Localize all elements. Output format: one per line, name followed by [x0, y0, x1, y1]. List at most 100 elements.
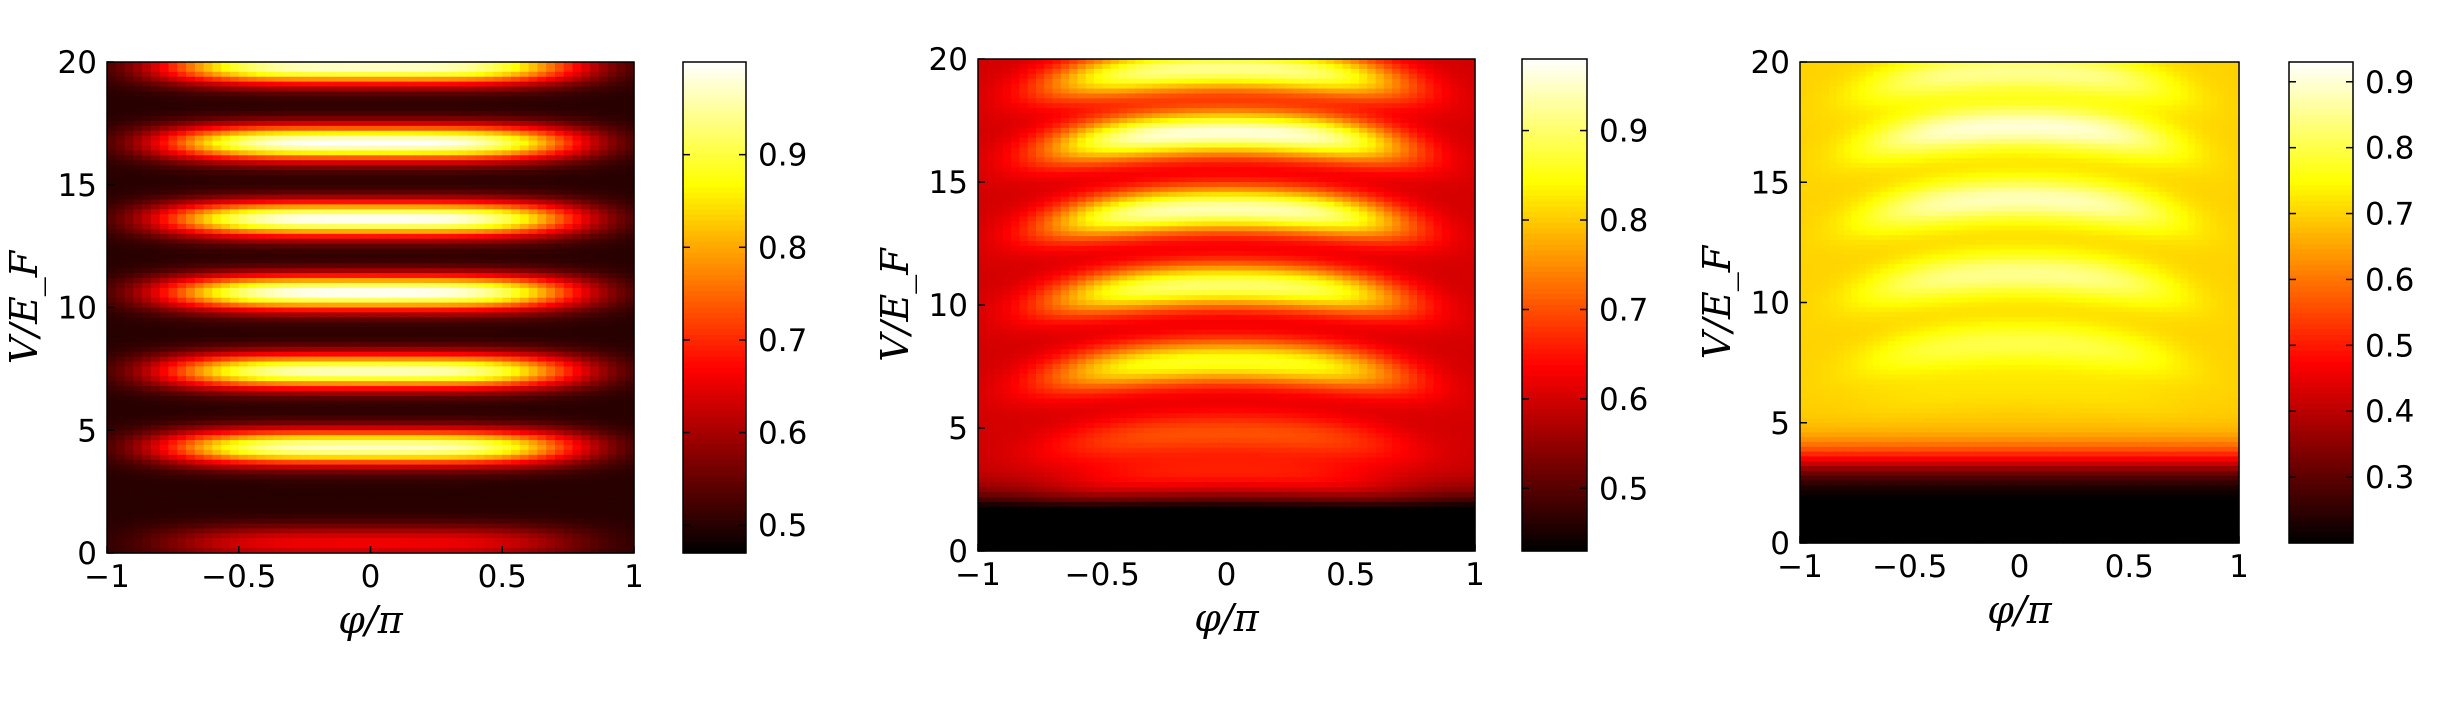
heatmap-cell [616, 400, 626, 407]
heatmap-cell [142, 81, 152, 88]
heatmap-cell [431, 96, 442, 102]
heatmap-cell [317, 454, 328, 461]
heatmap-cell [133, 130, 143, 137]
heatmap-cell [238, 366, 249, 372]
heatmap-cell [467, 376, 477, 382]
heatmap-cell [150, 390, 161, 397]
heatmap-cell [238, 194, 249, 201]
heatmap-cell [388, 395, 398, 402]
heatmap-cell [440, 440, 451, 446]
heatmap-cell [414, 449, 424, 456]
heatmap-cell [449, 435, 459, 441]
heatmap-cell [221, 125, 231, 132]
heatmap-cell [344, 366, 354, 372]
heatmap-cell [502, 322, 512, 328]
heatmap-cell [414, 130, 424, 137]
heatmap-cell [581, 400, 591, 407]
heatmap-cell [519, 96, 530, 102]
heatmap-cell [335, 228, 345, 235]
heatmap-cell [150, 233, 161, 240]
heatmap-cell [282, 322, 293, 328]
heatmap-cell [554, 346, 565, 353]
heatmap-cell [563, 415, 574, 422]
heatmap-cell [607, 62, 618, 68]
heatmap-cell [150, 449, 161, 456]
heatmap-cell [282, 390, 293, 397]
heatmap-cell [124, 150, 134, 156]
heatmap-cell [203, 415, 213, 422]
heatmap-cell [344, 273, 354, 279]
heatmap-cell [221, 420, 231, 426]
heatmap-cell [168, 346, 178, 353]
heatmap-cell [458, 165, 468, 171]
heatmap-cell [493, 120, 503, 127]
heatmap-cell [598, 125, 609, 132]
heatmap-cell [159, 381, 170, 387]
heatmap-cell [177, 371, 187, 377]
heatmap-cell [203, 282, 213, 289]
heatmap-cell [168, 199, 178, 205]
heatmap-cell [511, 420, 521, 426]
heatmap-cell [300, 194, 310, 201]
heatmap-cell [511, 106, 521, 112]
heatmap-cell [519, 165, 530, 171]
heatmap-cell [414, 160, 424, 166]
heatmap-cell [493, 233, 503, 240]
heatmap-cell [133, 459, 143, 466]
heatmap-cell [247, 179, 257, 186]
heatmap-cell [115, 273, 126, 279]
heatmap-cell [142, 307, 152, 314]
heatmap-cell [124, 469, 134, 476]
heatmap-cell [150, 459, 161, 466]
heatmap-cell [581, 317, 591, 323]
heatmap-cell [405, 111, 416, 117]
heatmap-cell [238, 400, 249, 407]
heatmap-cell [291, 366, 301, 372]
heatmap-cell [475, 238, 486, 245]
heatmap-cell [484, 351, 495, 358]
heatmap-cell [133, 243, 143, 250]
heatmap-cell [607, 263, 618, 269]
heatmap-cell [203, 312, 213, 318]
heatmap-cell [326, 341, 336, 348]
heatmap-cell [607, 464, 618, 471]
heatmap-cell [344, 268, 354, 274]
heatmap-cell [379, 120, 389, 127]
heatmap-cell [150, 130, 161, 137]
heatmap-cell [528, 219, 538, 225]
heatmap-cell [431, 341, 442, 348]
heatmap-cell [186, 278, 196, 284]
heatmap-cell [388, 361, 398, 368]
heatmap-cell [467, 415, 477, 422]
heatmap-cell [291, 420, 301, 426]
heatmap-cell [238, 150, 249, 156]
heatmap-cell [177, 415, 187, 422]
heatmap-cell [414, 116, 424, 122]
heatmap-cell [502, 327, 512, 333]
heatmap-cell [309, 336, 319, 343]
heatmap-cell [177, 145, 187, 151]
heatmap-cell [563, 278, 574, 284]
heatmap-cell [440, 312, 451, 318]
heatmap-cell [168, 390, 178, 397]
heatmap-cell [405, 346, 416, 353]
heatmap-cell [177, 381, 187, 387]
heatmap-cell [396, 174, 407, 181]
heatmap-cell [194, 96, 205, 102]
heatmap-cell [186, 292, 196, 299]
heatmap-cell [107, 101, 117, 107]
heatmap-cell [616, 435, 626, 441]
heatmap-cell [107, 464, 117, 471]
heatmap-cell [159, 278, 170, 284]
heatmap-cell [133, 150, 143, 156]
heatmap-cell [273, 174, 284, 181]
heatmap-cell [168, 430, 178, 436]
heatmap-cell [616, 71, 626, 78]
heatmap-cell [124, 415, 134, 422]
heatmap-cell [414, 287, 424, 294]
heatmap-cell [405, 253, 416, 259]
heatmap-cell [414, 415, 424, 422]
heatmap-cell [352, 302, 363, 309]
heatmap-cell [572, 204, 582, 210]
heatmap-cell [186, 209, 196, 215]
